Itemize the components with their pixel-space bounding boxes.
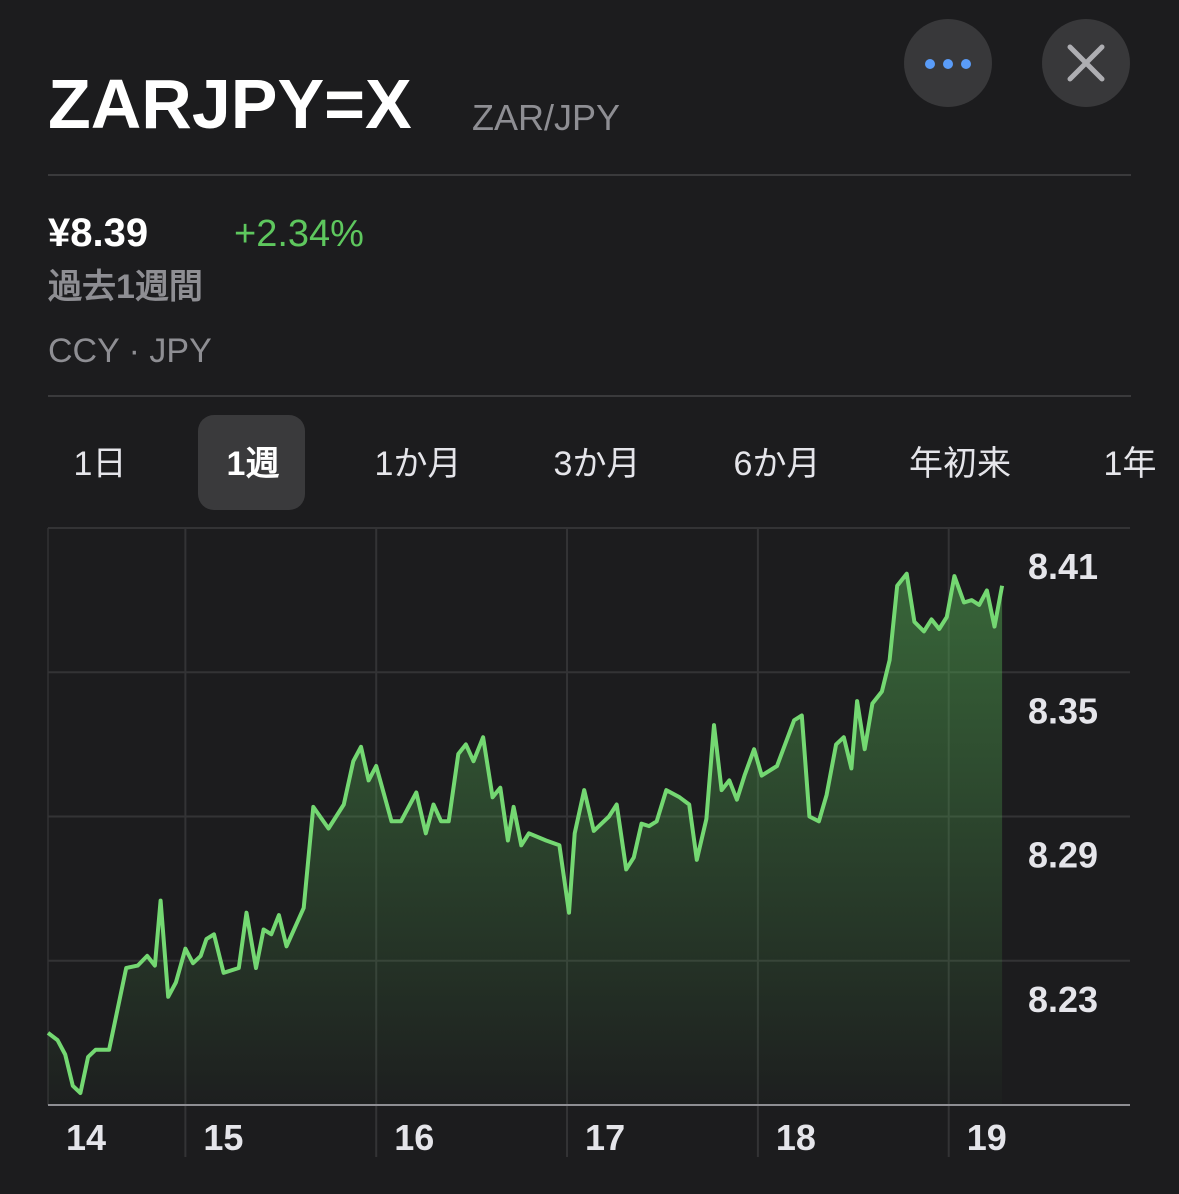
more-button[interactable] xyxy=(904,19,992,107)
range-tab[interactable]: 1か月 xyxy=(375,445,462,483)
dot xyxy=(925,59,935,69)
y-tick-label: 8.41 xyxy=(1028,546,1098,587)
pair-name: ZAR/JPY xyxy=(472,97,620,138)
x-tick-label: 16 xyxy=(394,1117,434,1158)
x-tick-label: 14 xyxy=(66,1117,106,1158)
range-tabs: 1日 1週 1か月 3か月 6か月 年初来 1年 xyxy=(74,415,1157,510)
tab-highlight[interactable] xyxy=(198,415,305,510)
chart: 8.41 8.35 8.29 8.23 14 15 16 17 18 19 xyxy=(46,527,1130,1158)
exchange: CCY · JPY xyxy=(48,332,212,370)
range-tab[interactable]: 1日 xyxy=(74,445,127,483)
dot xyxy=(943,59,953,69)
close-button[interactable] xyxy=(1042,19,1130,107)
x-tick-label: 15 xyxy=(203,1117,243,1158)
range-tab[interactable]: 3か月 xyxy=(554,445,641,483)
period: 過去1週間 xyxy=(48,268,203,306)
x-tick-label: 19 xyxy=(967,1117,1007,1158)
y-tick-label: 8.35 xyxy=(1028,690,1098,731)
range-tab[interactable]: 1年 xyxy=(1104,445,1157,483)
symbol: ZARJPY=X xyxy=(48,65,412,143)
y-tick-label: 8.29 xyxy=(1028,835,1098,876)
close-icon xyxy=(1067,44,1105,82)
dot xyxy=(961,59,971,69)
price-area xyxy=(48,573,1003,1105)
x-tick-label: 18 xyxy=(776,1117,816,1158)
y-tick-label: 8.23 xyxy=(1028,979,1098,1020)
price-line xyxy=(46,571,1005,1095)
range-tab[interactable]: 1週 xyxy=(227,445,280,483)
change: +2.34% xyxy=(234,213,364,255)
range-tab[interactable]: 6か月 xyxy=(734,445,821,483)
price: ¥8.39 xyxy=(48,211,148,255)
x-tick-label: 17 xyxy=(585,1117,625,1158)
range-tab[interactable]: 年初来 xyxy=(909,445,1011,483)
